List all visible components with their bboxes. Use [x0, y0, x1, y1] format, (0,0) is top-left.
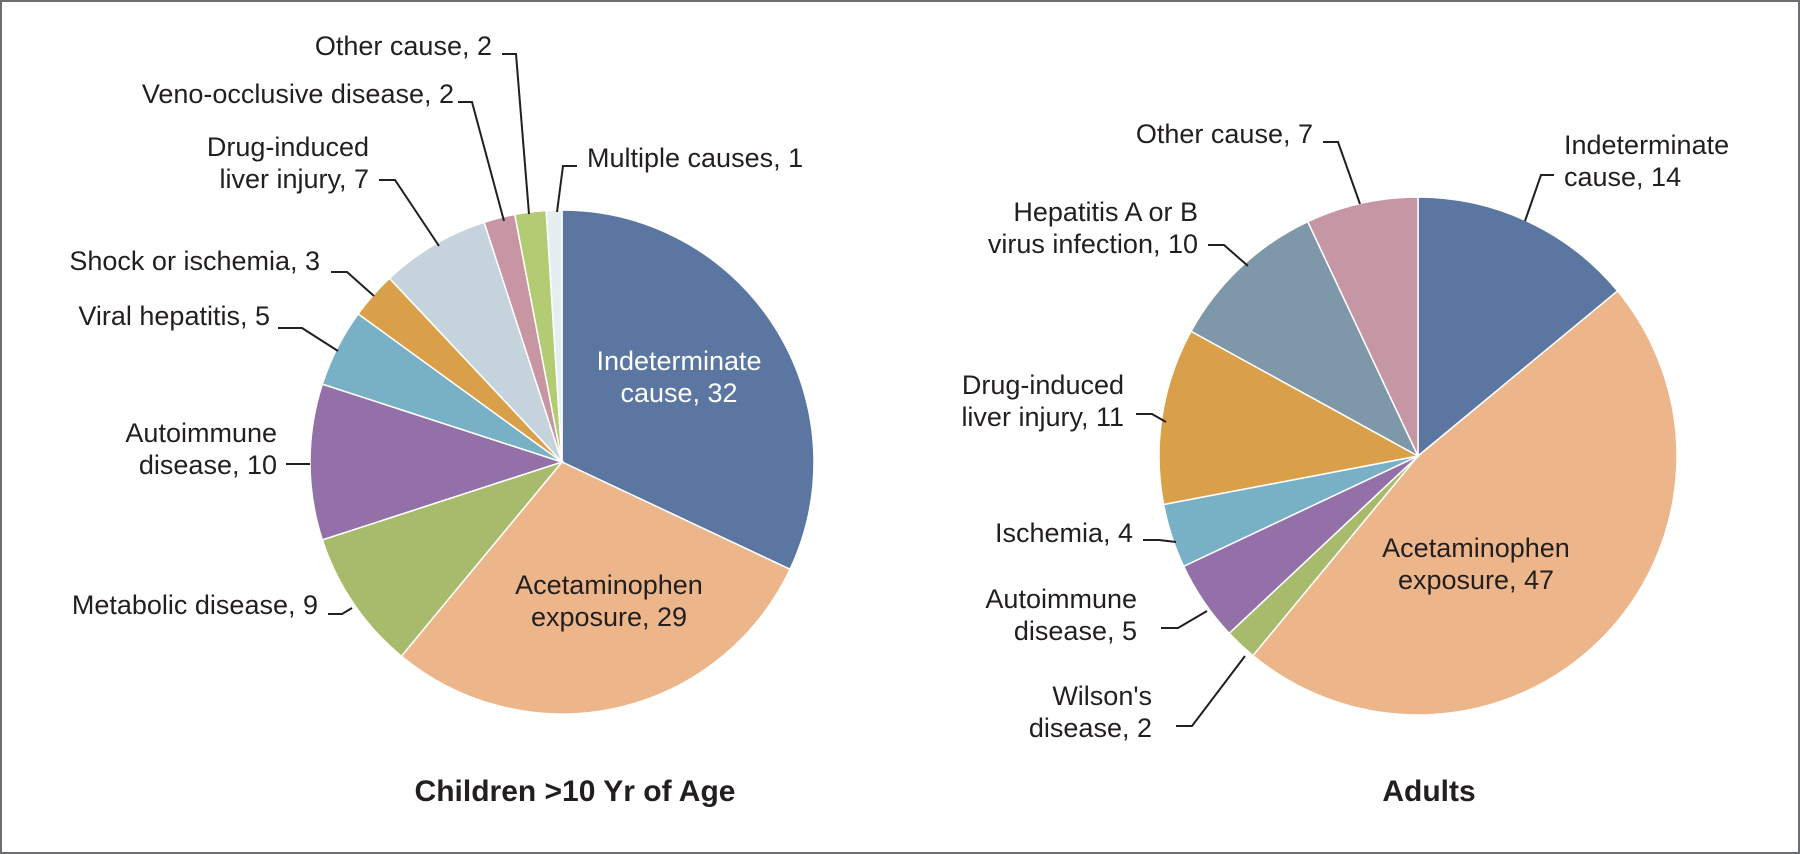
leader-autoimmune-disease: [1161, 610, 1208, 629]
slice-metabolic-disease: [321, 460, 565, 658]
slice-other-cause: [1306, 196, 1419, 457]
leader-other-cause: [1323, 141, 1361, 205]
slice-drug-induced-liver-injury: [1158, 330, 1421, 506]
label-other-cause: Other cause, 2: [315, 31, 492, 61]
leader-veno-occlusive-disease: [458, 101, 505, 222]
pie-chart-2: Indeterminate cause, 14 Acetaminophen expos…: [961, 119, 1729, 808]
label-drug-induced-liver-injury: Drug-induced liver injury, 11: [961, 370, 1124, 432]
leader-ischemia: [1143, 539, 1177, 543]
slice-hepatitis-a-or-b-virus-infection: [1190, 220, 1420, 458]
label-autoimmune-disease: Autoimmune disease, 5: [985, 584, 1137, 646]
label-shock-or-ischemia: Shock or ischemia, 3: [69, 246, 320, 276]
leader-other-cause: [502, 53, 530, 215]
label-veno-occlusive-disease: Veno-occlusive disease, 2: [142, 79, 454, 109]
label-multiple-causes: Multiple causes, 1: [587, 143, 803, 173]
label-drug-induced-liver-injury: Drug-induced liver injury, 7: [207, 132, 369, 194]
leader-shock-or-ischemia: [331, 271, 375, 297]
slice-indeterminate-cause: [561, 209, 815, 571]
label-autoimmune-disease: Autoimmune disease, 10: [125, 418, 277, 480]
label-acetaminophen-exposure: Acetaminophen exposure, 47: [1382, 533, 1570, 595]
label-wilson-s-disease: Wilson's disease, 2: [1029, 681, 1152, 743]
chart-title-2: Adults: [1382, 775, 1475, 808]
leader-drug-induced-liver-injury: [379, 179, 440, 247]
slice-multiple-causes: [545, 209, 563, 463]
label-metabolic-disease: Metabolic disease, 9: [72, 590, 318, 620]
slice-indeterminate-cause: [1417, 196, 1619, 458]
slice-acetaminophen-exposure: [400, 461, 792, 715]
leader-indeterminate-cause: [1524, 174, 1554, 222]
leader-hepatitis-a-or-b-virus-infection: [1208, 244, 1249, 267]
leader-viral-hepatitis: [278, 327, 339, 352]
leader-multiple-causes: [556, 165, 577, 213]
slice-acetaminophen-exposure: [1251, 289, 1678, 716]
pie-chart-1: Indeterminate cause, 32 Acetaminophen expos…: [69, 31, 815, 808]
leader-wilson-s-disease: [1176, 655, 1246, 727]
label-other-cause: Other cause, 7: [1136, 119, 1313, 149]
label-ischemia: Ischemia, 4: [995, 518, 1133, 548]
leader-drug-induced-liver-injury: [1136, 413, 1167, 423]
slice-drug-induced-liver-injury: [388, 221, 563, 463]
chart-title-1: Children >10 Yr of Age: [415, 775, 736, 808]
leader-metabolic-disease: [328, 607, 353, 615]
slice-autoimmune-disease: [309, 383, 565, 541]
label-indeterminate-cause: Indeterminate cause, 14: [1564, 130, 1729, 192]
label-viral-hepatitis: Viral hepatitis, 5: [78, 301, 270, 331]
label-acetaminophen-exposure: Acetaminophen exposure, 29: [515, 570, 703, 632]
label-indeterminate-cause: Indeterminate cause, 32: [596, 346, 761, 408]
